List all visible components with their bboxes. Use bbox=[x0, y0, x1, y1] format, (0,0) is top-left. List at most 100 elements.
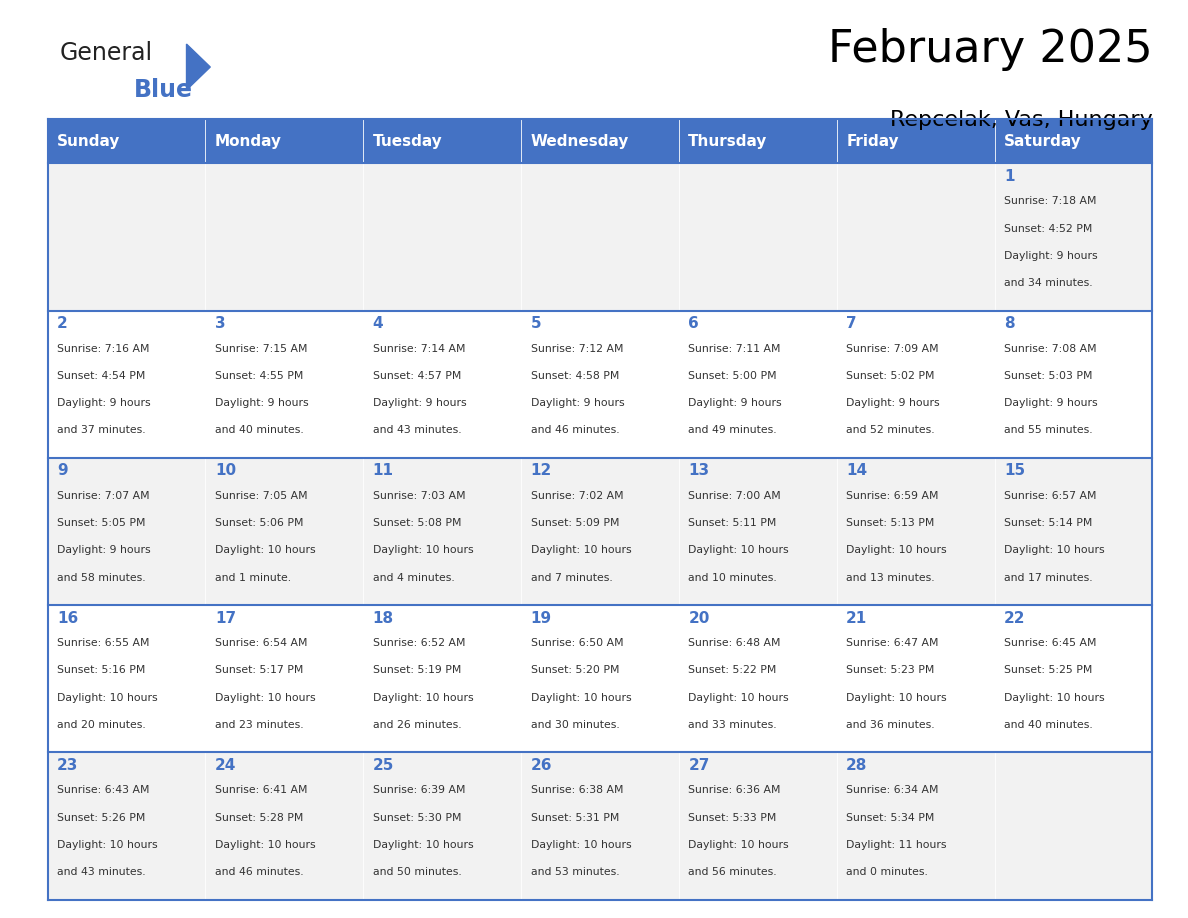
Text: Sunday: Sunday bbox=[57, 134, 120, 149]
Text: Sunset: 5:26 PM: Sunset: 5:26 PM bbox=[57, 812, 145, 823]
Text: Monday: Monday bbox=[215, 134, 282, 149]
Text: 21: 21 bbox=[846, 610, 867, 626]
Text: 22: 22 bbox=[1004, 610, 1025, 626]
Text: 7: 7 bbox=[846, 316, 857, 331]
Text: 14: 14 bbox=[846, 464, 867, 478]
Text: and 10 minutes.: and 10 minutes. bbox=[688, 573, 777, 583]
Text: Daylight: 10 hours: Daylight: 10 hours bbox=[1004, 545, 1105, 555]
Text: and 0 minutes.: and 0 minutes. bbox=[846, 868, 928, 878]
Text: Sunset: 5:19 PM: Sunset: 5:19 PM bbox=[373, 666, 461, 676]
FancyBboxPatch shape bbox=[48, 163, 206, 310]
Text: 19: 19 bbox=[531, 610, 551, 626]
FancyBboxPatch shape bbox=[836, 458, 994, 605]
FancyBboxPatch shape bbox=[522, 163, 678, 310]
FancyBboxPatch shape bbox=[678, 119, 836, 163]
Text: Daylight: 9 hours: Daylight: 9 hours bbox=[531, 398, 624, 409]
Text: Daylight: 9 hours: Daylight: 9 hours bbox=[1004, 398, 1098, 409]
Text: Sunset: 4:58 PM: Sunset: 4:58 PM bbox=[531, 371, 619, 381]
Text: Daylight: 10 hours: Daylight: 10 hours bbox=[373, 840, 473, 850]
Text: Daylight: 10 hours: Daylight: 10 hours bbox=[215, 545, 316, 555]
Text: Sunset: 5:28 PM: Sunset: 5:28 PM bbox=[215, 812, 303, 823]
Text: Wednesday: Wednesday bbox=[531, 134, 628, 149]
Text: 23: 23 bbox=[57, 758, 78, 773]
Text: 8: 8 bbox=[1004, 316, 1015, 331]
Text: 24: 24 bbox=[215, 758, 236, 773]
Text: 16: 16 bbox=[57, 610, 78, 626]
Text: Sunset: 5:20 PM: Sunset: 5:20 PM bbox=[531, 666, 619, 676]
Text: Sunset: 5:23 PM: Sunset: 5:23 PM bbox=[846, 666, 935, 676]
Text: and 40 minutes.: and 40 minutes. bbox=[215, 425, 304, 435]
Text: and 20 minutes.: and 20 minutes. bbox=[57, 720, 146, 730]
Text: Sunrise: 6:38 AM: Sunrise: 6:38 AM bbox=[531, 786, 623, 795]
Text: Daylight: 10 hours: Daylight: 10 hours bbox=[688, 693, 789, 702]
Text: Daylight: 9 hours: Daylight: 9 hours bbox=[215, 398, 309, 409]
Text: and 4 minutes.: and 4 minutes. bbox=[373, 573, 455, 583]
Text: Daylight: 10 hours: Daylight: 10 hours bbox=[688, 840, 789, 850]
Text: Daylight: 9 hours: Daylight: 9 hours bbox=[688, 398, 782, 409]
Text: and 50 minutes.: and 50 minutes. bbox=[373, 868, 461, 878]
Text: and 46 minutes.: and 46 minutes. bbox=[215, 868, 303, 878]
Text: Sunrise: 7:15 AM: Sunrise: 7:15 AM bbox=[215, 343, 308, 353]
Text: 28: 28 bbox=[846, 758, 867, 773]
Text: and 53 minutes.: and 53 minutes. bbox=[531, 868, 619, 878]
Text: 13: 13 bbox=[688, 464, 709, 478]
Text: Sunrise: 6:59 AM: Sunrise: 6:59 AM bbox=[846, 491, 939, 501]
FancyBboxPatch shape bbox=[678, 163, 836, 310]
Text: Repcelak, Vas, Hungary: Repcelak, Vas, Hungary bbox=[890, 110, 1152, 130]
FancyBboxPatch shape bbox=[678, 310, 836, 458]
FancyBboxPatch shape bbox=[48, 458, 206, 605]
Text: 20: 20 bbox=[688, 610, 709, 626]
Text: Daylight: 9 hours: Daylight: 9 hours bbox=[1004, 251, 1098, 261]
Text: and 34 minutes.: and 34 minutes. bbox=[1004, 278, 1093, 288]
Text: Saturday: Saturday bbox=[1004, 134, 1082, 149]
FancyBboxPatch shape bbox=[994, 458, 1152, 605]
Text: Sunset: 5:16 PM: Sunset: 5:16 PM bbox=[57, 666, 145, 676]
Text: 11: 11 bbox=[373, 464, 393, 478]
Text: Sunrise: 7:00 AM: Sunrise: 7:00 AM bbox=[688, 491, 782, 501]
Text: Sunrise: 7:14 AM: Sunrise: 7:14 AM bbox=[373, 343, 466, 353]
FancyBboxPatch shape bbox=[206, 163, 364, 310]
Text: Daylight: 9 hours: Daylight: 9 hours bbox=[373, 398, 467, 409]
Text: and 13 minutes.: and 13 minutes. bbox=[846, 573, 935, 583]
Text: Sunrise: 7:12 AM: Sunrise: 7:12 AM bbox=[531, 343, 623, 353]
Text: and 49 minutes.: and 49 minutes. bbox=[688, 425, 777, 435]
FancyBboxPatch shape bbox=[364, 163, 522, 310]
FancyBboxPatch shape bbox=[522, 119, 678, 163]
Text: Sunrise: 7:08 AM: Sunrise: 7:08 AM bbox=[1004, 343, 1097, 353]
Text: 2: 2 bbox=[57, 316, 68, 331]
Text: Sunset: 5:05 PM: Sunset: 5:05 PM bbox=[57, 518, 145, 528]
Text: Sunrise: 6:34 AM: Sunrise: 6:34 AM bbox=[846, 786, 939, 795]
Text: Sunrise: 6:50 AM: Sunrise: 6:50 AM bbox=[531, 638, 624, 648]
Text: and 33 minutes.: and 33 minutes. bbox=[688, 720, 777, 730]
Text: 12: 12 bbox=[531, 464, 551, 478]
FancyBboxPatch shape bbox=[836, 310, 994, 458]
Text: Daylight: 10 hours: Daylight: 10 hours bbox=[57, 840, 158, 850]
FancyBboxPatch shape bbox=[206, 310, 364, 458]
Text: General: General bbox=[59, 41, 152, 65]
Text: Daylight: 10 hours: Daylight: 10 hours bbox=[373, 545, 473, 555]
Text: and 56 minutes.: and 56 minutes. bbox=[688, 868, 777, 878]
Text: and 46 minutes.: and 46 minutes. bbox=[531, 425, 619, 435]
Text: 6: 6 bbox=[688, 316, 699, 331]
Text: Daylight: 9 hours: Daylight: 9 hours bbox=[57, 398, 151, 409]
Text: Sunrise: 6:43 AM: Sunrise: 6:43 AM bbox=[57, 786, 150, 795]
Text: 17: 17 bbox=[215, 610, 236, 626]
Text: and 17 minutes.: and 17 minutes. bbox=[1004, 573, 1093, 583]
FancyBboxPatch shape bbox=[522, 753, 678, 900]
Text: Sunset: 4:57 PM: Sunset: 4:57 PM bbox=[373, 371, 461, 381]
Text: Sunset: 5:14 PM: Sunset: 5:14 PM bbox=[1004, 518, 1093, 528]
Text: and 43 minutes.: and 43 minutes. bbox=[57, 868, 146, 878]
Text: February 2025: February 2025 bbox=[828, 28, 1152, 71]
Text: Sunset: 5:09 PM: Sunset: 5:09 PM bbox=[531, 518, 619, 528]
Text: Sunset: 5:17 PM: Sunset: 5:17 PM bbox=[215, 666, 303, 676]
FancyBboxPatch shape bbox=[206, 119, 364, 163]
FancyBboxPatch shape bbox=[364, 605, 522, 753]
Text: Sunrise: 7:05 AM: Sunrise: 7:05 AM bbox=[215, 491, 308, 501]
FancyBboxPatch shape bbox=[364, 310, 522, 458]
Text: Sunrise: 6:57 AM: Sunrise: 6:57 AM bbox=[1004, 491, 1097, 501]
Text: and 37 minutes.: and 37 minutes. bbox=[57, 425, 146, 435]
Text: Sunrise: 6:41 AM: Sunrise: 6:41 AM bbox=[215, 786, 308, 795]
FancyBboxPatch shape bbox=[678, 458, 836, 605]
FancyBboxPatch shape bbox=[836, 753, 994, 900]
Text: Sunset: 5:11 PM: Sunset: 5:11 PM bbox=[688, 518, 777, 528]
